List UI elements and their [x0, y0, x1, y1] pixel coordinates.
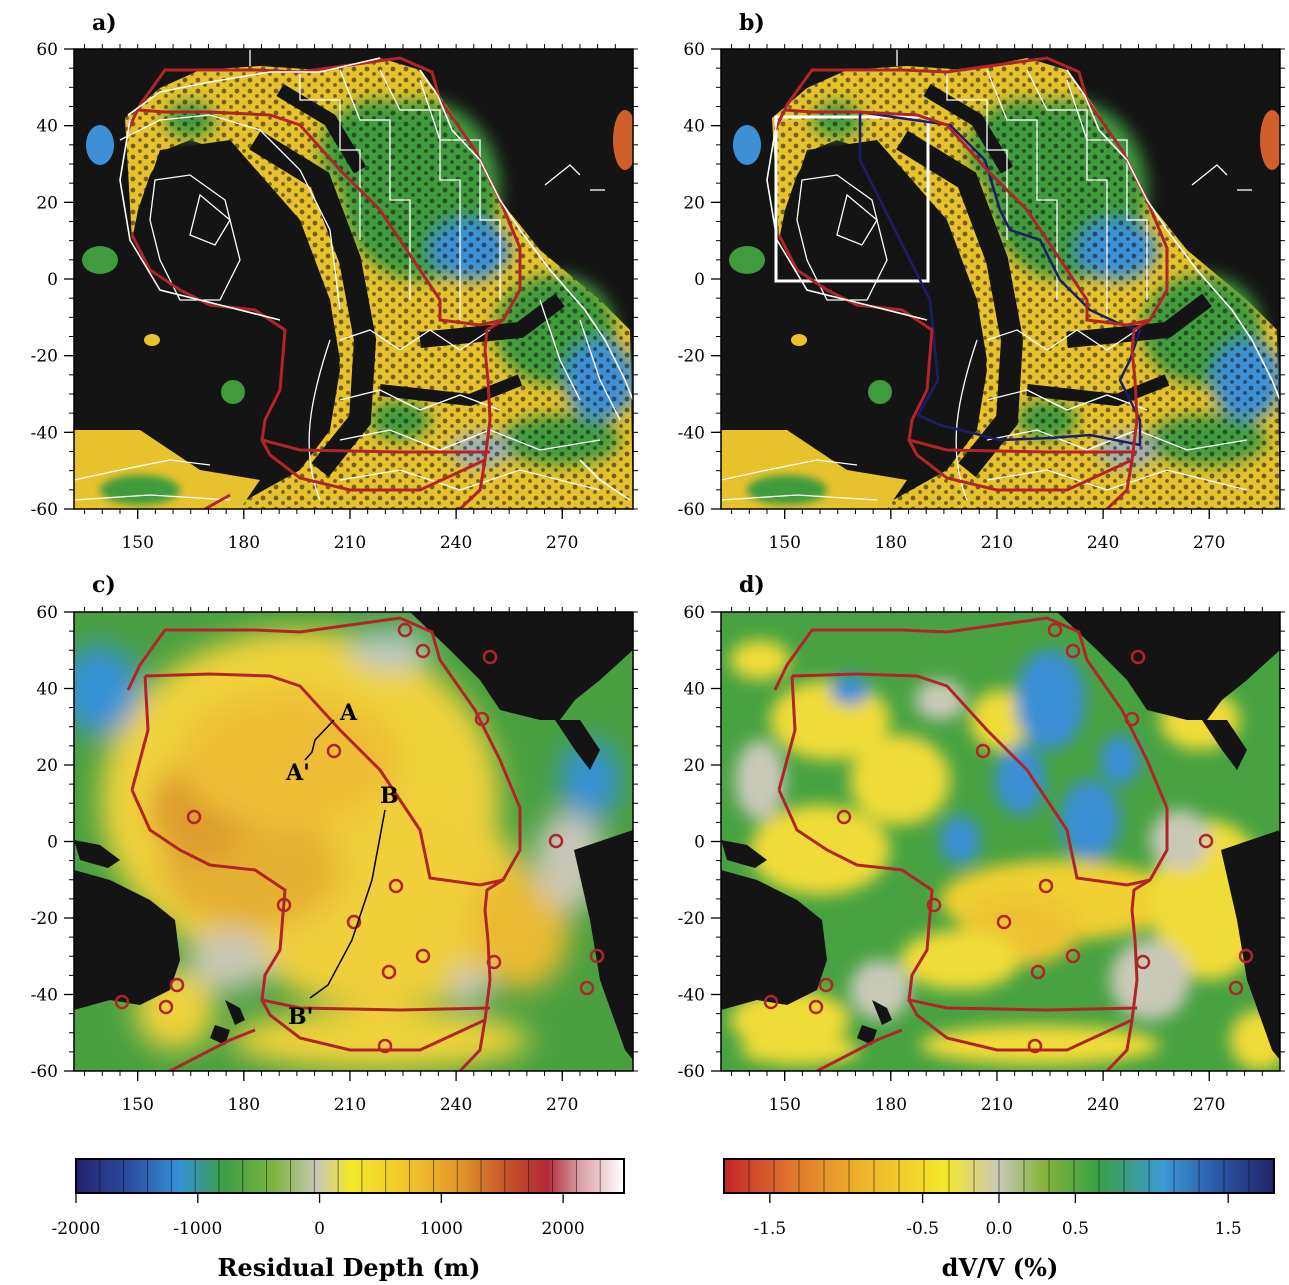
latitude-tick-label: -20 — [31, 347, 58, 367]
continents-c — [74, 612, 633, 1060]
longitude-tick-label: 240 — [1087, 1095, 1119, 1115]
profile-label-a-end: A' — [285, 760, 310, 786]
latitude-tick-label: -40 — [31, 986, 58, 1006]
panel-b: b) 150 180 210 240 270 60 40 20 0 -20 -40 -60 — [678, 10, 1285, 553]
colorbar-tick-label: 2000 — [541, 1219, 584, 1239]
panel-a: a) 150 180 210 240 270 60 40 20 0 -20 -40 -60 — [31, 10, 638, 553]
latitude-tick-label: -60 — [678, 500, 705, 520]
colorbar-tick-label: 0 — [314, 1219, 325, 1239]
colorbar-velocity-title: dV/V (%) — [942, 1253, 1059, 1282]
latitude-tick-label: -20 — [31, 909, 58, 929]
longitude-tick-label: 270 — [546, 1095, 578, 1115]
longitude-tick-label: 210 — [334, 533, 366, 553]
latitude-tick-label: 40 — [36, 680, 58, 700]
colorbar-depth-segments — [99, 1159, 601, 1193]
latitude-tick-label: -20 — [678, 909, 705, 929]
axis-c: 150 180 210 240 270 60 40 20 0 -20 -40 -60 — [31, 603, 638, 1115]
profile-label-b-end: B' — [288, 1004, 313, 1030]
profile-label-b-start: B — [380, 783, 399, 809]
longitude-tick-label: 180 — [875, 1095, 907, 1115]
colorbar-tick-label: -1.5 — [753, 1219, 786, 1239]
latitude-tick-label: 0 — [47, 270, 58, 290]
panel-label-c: c) — [92, 572, 116, 598]
profile-line-b — [309, 809, 386, 999]
latitude-tick-label: 60 — [683, 603, 705, 623]
latitude-tick-label: -40 — [678, 423, 705, 443]
colorbar-tick-label: -0.5 — [906, 1219, 939, 1239]
colorbar-tick-label: 0.5 — [1062, 1219, 1089, 1239]
profile-line-a — [304, 719, 335, 761]
profile-label-a-start: A — [339, 700, 358, 726]
latitude-tick-label: -60 — [31, 1062, 58, 1082]
colorbar-tick-label: -1000 — [173, 1219, 222, 1239]
hotspot-markers-d — [763, 622, 1254, 1054]
latitude-tick-label: 40 — [36, 117, 58, 137]
panel-label-d: d) — [739, 572, 765, 598]
continents-d — [721, 612, 1280, 1060]
panel-d: d) 150 180 210 240 270 60 40 20 0 -20 -40 -60 — [678, 572, 1285, 1115]
colorbar-velocity: -1.5 -0.5 0.0 0.5 1.5 dV/V (%) — [723, 1158, 1275, 1282]
region-outline-navy — [858, 110, 1142, 447]
latitude-tick-label: 60 — [36, 603, 58, 623]
longitude-tick-label: 210 — [334, 1095, 366, 1115]
hotspot-markers-c — [114, 622, 605, 1054]
colorbar-depth-title: Residual Depth (m) — [218, 1253, 481, 1282]
latitude-tick-label: -40 — [31, 423, 58, 443]
axis-b: 150 180 210 240 270 60 40 20 0 -20 -40 -60 — [678, 40, 1285, 553]
latitude-tick-label: -40 — [678, 986, 705, 1006]
colorbar-velocity-segments — [748, 1159, 1250, 1193]
colorbar-tick-label: 1000 — [420, 1219, 463, 1239]
latitude-tick-label: 0 — [694, 270, 705, 290]
longitude-tick-label: 240 — [440, 1095, 472, 1115]
panel-label-b: b) — [739, 10, 765, 36]
longitude-tick-label: 150 — [121, 533, 153, 553]
map-d-field — [721, 612, 1280, 1071]
axis-d: 150 180 210 240 270 60 40 20 0 -20 -40 -60 — [678, 603, 1285, 1115]
longitude-tick-label: 150 — [768, 1095, 800, 1115]
longitude-tick-label: 150 — [121, 1095, 153, 1115]
superswell-outline — [126, 56, 522, 509]
map-c-field — [74, 612, 633, 1071]
longitude-tick-label: 270 — [1193, 533, 1225, 553]
latitude-tick-label: 20 — [36, 193, 58, 213]
latitude-tick-label: 20 — [36, 756, 58, 776]
colorbar-depth: -2000 -1000 0 1000 2000 Residual Depth (m) — [51, 1158, 625, 1282]
latitude-tick-label: 0 — [47, 833, 58, 853]
longitude-tick-label: 150 — [768, 533, 800, 553]
colorbar-tick-label: -2000 — [51, 1219, 100, 1239]
longitude-tick-label: 240 — [440, 533, 472, 553]
latitude-tick-label: 20 — [683, 756, 705, 776]
colorbar-tick-label: 0.0 — [985, 1219, 1012, 1239]
colorbar-depth-ticks: -2000 -1000 0 1000 2000 — [51, 1193, 585, 1239]
colorbar-tick-label: 1.5 — [1215, 1219, 1242, 1239]
panel-c: c) A A' B B' 150 180 210 240 270 60 40 20 0 -20 -4… — [31, 572, 638, 1115]
latitude-tick-label: -60 — [31, 500, 58, 520]
latitude-tick-label: 20 — [683, 193, 705, 213]
longitude-tick-label: 180 — [228, 533, 260, 553]
latitude-tick-label: 0 — [694, 833, 705, 853]
latitude-tick-label: 40 — [683, 680, 705, 700]
panel-label-a: a) — [92, 10, 117, 36]
latitude-tick-label: 60 — [683, 40, 705, 60]
latitude-tick-label: -20 — [678, 347, 705, 367]
colorbar-velocity-ticks: -1.5 -0.5 0.0 0.5 1.5 — [753, 1193, 1242, 1239]
longitude-tick-label: 180 — [875, 533, 907, 553]
latitude-tick-label: 40 — [683, 117, 705, 137]
map-b-field — [721, 49, 1280, 509]
study-box-white — [774, 115, 930, 283]
longitude-tick-label: 210 — [981, 1095, 1013, 1115]
map-a-field — [74, 49, 633, 509]
longitude-tick-label: 180 — [228, 1095, 260, 1115]
longitude-tick-label: 270 — [546, 533, 578, 553]
axis-a: 150 180 210 240 270 60 40 20 0 -20 -40 -60 — [31, 40, 638, 553]
longitude-tick-label: 270 — [1193, 1095, 1225, 1115]
latitude-tick-label: -60 — [678, 1062, 705, 1082]
latitude-tick-label: 60 — [36, 40, 58, 60]
longitude-tick-label: 210 — [981, 533, 1013, 553]
longitude-tick-label: 240 — [1087, 533, 1119, 553]
central-basin — [118, 140, 340, 509]
